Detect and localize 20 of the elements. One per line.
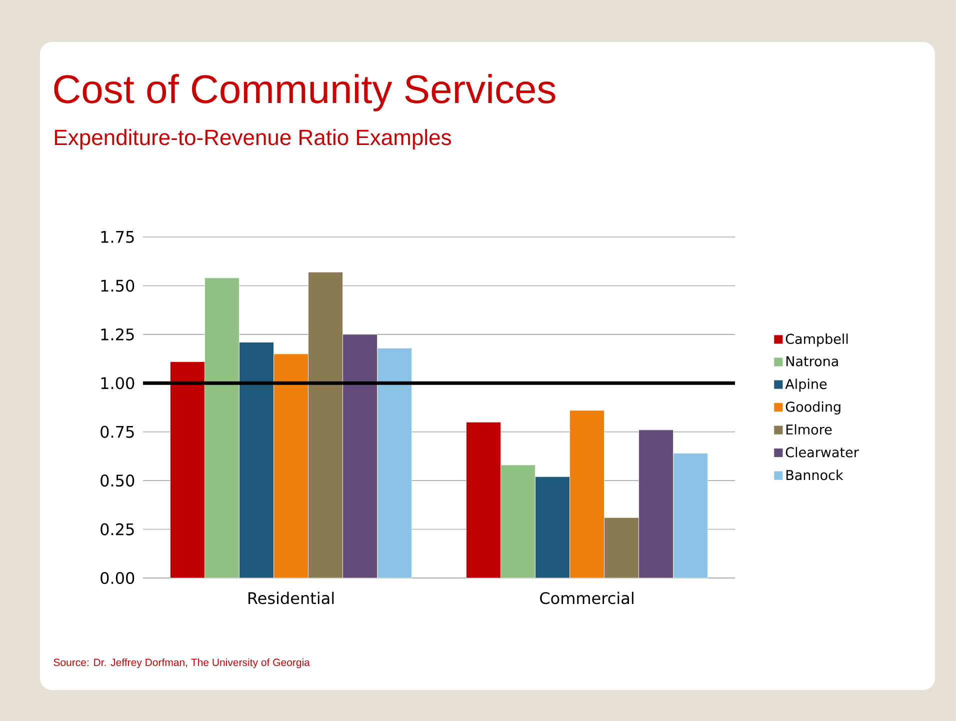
legend-label: Clearwater [786,446,859,458]
legend-label: Natrona [786,356,838,366]
y-tick-label: 1.50 [101,280,134,292]
legend-label: Bannock [786,470,844,480]
x-tick-label: Residential [248,592,334,604]
y-tick-label: 1.75 [101,231,134,243]
legend-label: Elmore [786,424,832,435]
legend-label: Campbell [786,334,848,347]
y-tick-label: 1.00 [101,377,134,390]
x-tick-label: Commercial [540,592,634,604]
chart-subtitle: Expenditure-to-Revenue Ratio Examples [55,129,451,150]
source-note: Source: Dr. Jeffrey Dorfman, The University of Georgia [54,658,310,668]
y-tick-label: 1.25 [101,328,134,340]
y-tick-label: 0.00 [100,572,134,584]
legend-label: Gooding [786,401,840,414]
y-tick-label: 0.75 [100,426,134,438]
y-tick-label: 0.25 [100,523,134,536]
y-tick-label: 0.50 [100,474,134,487]
chart-title: Cost of Community Services [54,74,556,112]
legend-label: Alpine [785,378,827,392]
